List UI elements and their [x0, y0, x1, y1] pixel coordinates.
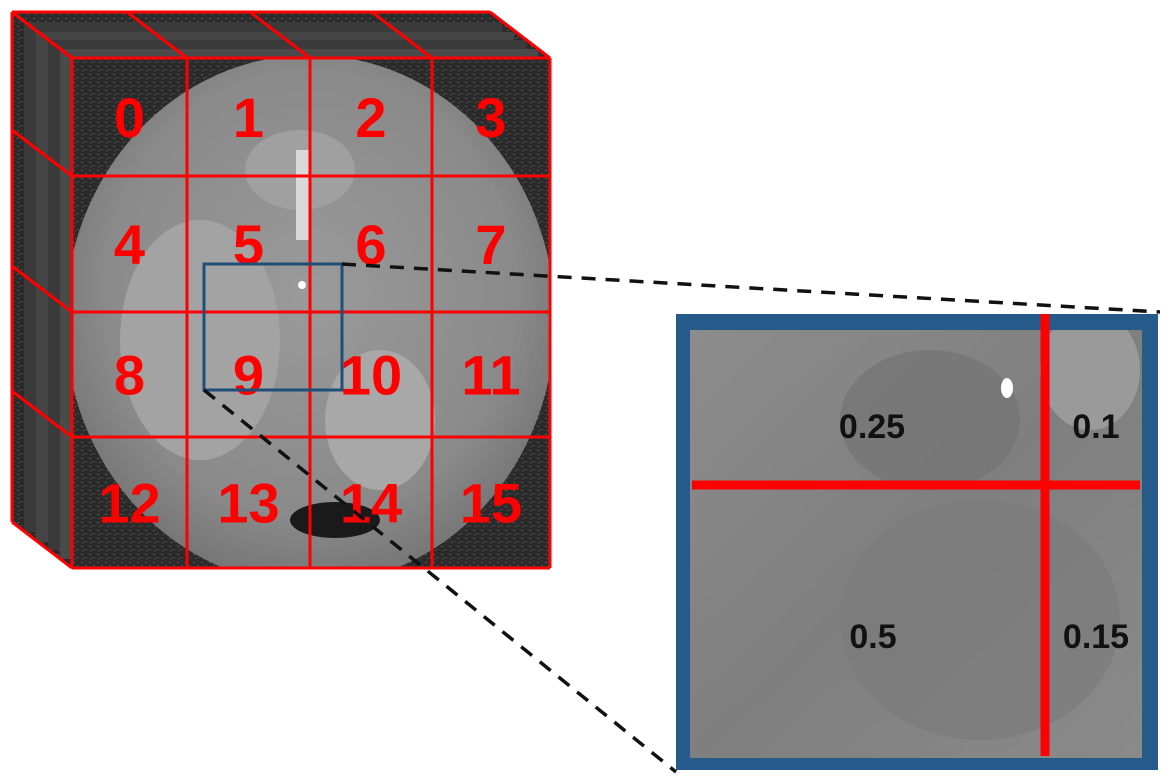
patch-label: 14 — [340, 472, 402, 535]
weight-top-left: 0.25 — [839, 408, 905, 446]
zoom-panel: 0.25 0.1 0.5 0.15 — [676, 314, 1158, 770]
patch-label: 15 — [460, 472, 522, 535]
patch-grid — [70, 56, 552, 570]
grid-top-edge — [371, 10, 433, 60]
patch-label: 12 — [98, 472, 160, 535]
zoom-dark-region — [840, 500, 1120, 740]
weight-bottom-right: 0.15 — [1063, 618, 1129, 656]
weight-top-right: 0.1 — [1072, 408, 1119, 446]
patch-label: 5 — [233, 213, 264, 276]
ct-air-pocket — [290, 502, 380, 538]
patch-label: 13 — [217, 472, 279, 535]
ct-liver — [120, 220, 280, 460]
ct-bright-spot — [298, 281, 306, 289]
patch-label: 10 — [340, 344, 402, 407]
patch-label: 9 — [233, 344, 264, 407]
zoom-dark-region — [840, 350, 1020, 490]
grid-top-edge — [126, 10, 188, 60]
grid-side-edge — [11, 389, 73, 439]
weight-bottom-left: 0.5 — [849, 618, 896, 656]
connector-line-bottom — [202, 388, 678, 774]
patch-label: 11 — [461, 344, 520, 407]
selection-box — [202, 262, 344, 392]
zoom-bright-spot — [1001, 378, 1013, 398]
grid-3d-edges — [10, 10, 551, 570]
connector-line-top — [341, 262, 1161, 314]
grid-top-edge — [249, 10, 311, 60]
patch-label: 8 — [114, 344, 145, 407]
grid-side-edge — [11, 264, 73, 314]
grid-side-edge — [11, 520, 73, 570]
grid-side-edge — [11, 10, 73, 60]
grid-side-edge — [11, 128, 73, 178]
grid-top-edge — [489, 10, 551, 60]
patch-label: 7 — [475, 213, 506, 276]
patch-label: 4 — [114, 213, 145, 276]
patch-label: 1 — [233, 86, 264, 149]
ct-organ — [325, 350, 435, 490]
patch-label: 2 — [355, 86, 386, 149]
patch-label: 3 — [475, 86, 506, 149]
zoom-connectors — [202, 262, 1161, 774]
patch-label: 0 — [114, 86, 145, 149]
ct-spine — [296, 150, 310, 240]
zoom-bright-region — [1040, 330, 1140, 430]
